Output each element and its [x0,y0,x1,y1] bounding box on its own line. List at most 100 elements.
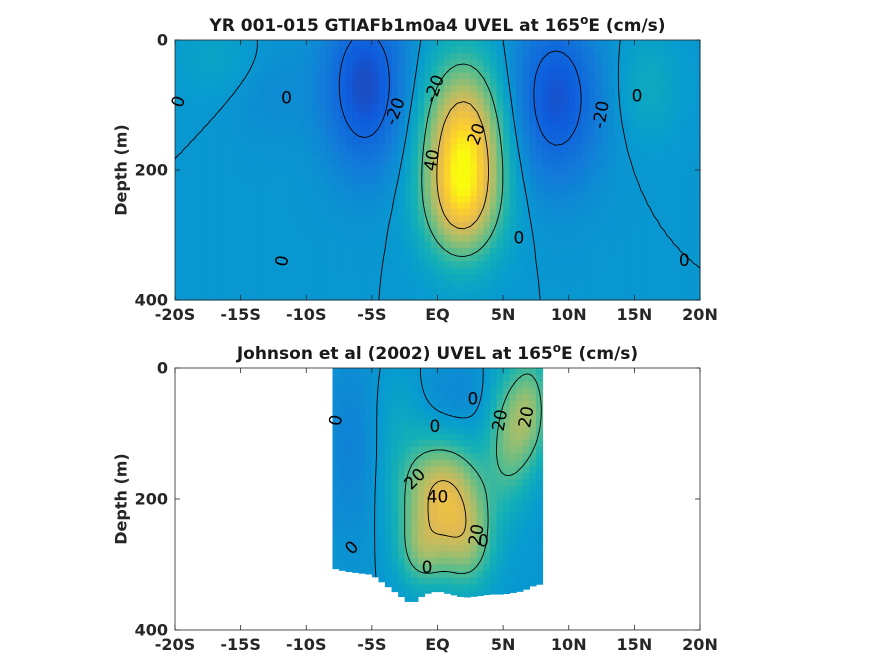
heatmap-cell [529,512,536,519]
heatmap-cell [516,512,523,519]
heatmap-cell [582,287,589,294]
heatmap-cell [273,177,280,184]
heatmap-cell [228,229,235,236]
heatmap-cell [228,294,235,301]
heatmap-cell [333,66,340,73]
heatmap-cell [175,53,182,60]
heatmap-cell [464,427,471,434]
heatmap-cell [556,86,563,93]
heatmap-cell [228,281,235,288]
heatmap-cell [444,170,451,177]
heatmap-cell [477,242,484,249]
heatmap-cell [562,294,569,301]
heatmap-cell [529,190,536,197]
heatmap-cell [569,248,576,255]
heatmap-cell [470,53,477,60]
heatmap-cell [661,112,668,119]
heatmap-cell [333,388,340,395]
heatmap-cell [470,40,477,47]
heatmap-cell [536,506,543,513]
heatmap-cell [228,86,235,93]
heatmap-cell [267,294,274,301]
heatmap-cell [661,255,668,262]
heatmap-cell [588,242,595,249]
heatmap-cell [182,216,189,223]
heatmap-cell [595,170,602,177]
heatmap-cell [641,294,648,301]
heatmap-cell [359,394,366,401]
heatmap-cell [175,255,182,262]
heatmap-cell [549,190,556,197]
heatmap-cell [483,261,490,268]
heatmap-cell [365,183,372,190]
heatmap-cell [497,60,504,67]
heatmap-cell [365,138,372,145]
heatmap-cell [280,125,287,132]
heatmap-cell [490,571,497,578]
heatmap-cell [470,584,477,591]
heatmap-cell [497,486,504,493]
heatmap-cell [424,545,431,552]
heatmap-cell [470,447,477,454]
heatmap-cell [680,170,687,177]
heatmap-cell [457,281,464,288]
heatmap-cell [628,177,635,184]
heatmap-cell [411,506,418,513]
heatmap-cell [418,545,425,552]
heatmap-cell [510,571,517,578]
heatmap-cell [339,506,346,513]
heatmap-cell [457,73,464,80]
heatmap-cell [352,294,359,301]
heatmap-cell [470,112,477,119]
heatmap-cell [582,112,589,119]
heatmap-cell [372,248,379,255]
heatmap-cell [333,138,340,145]
heatmap-cell [339,222,346,229]
heatmap-cell [654,183,661,190]
heatmap-cell [687,86,694,93]
heatmap-cell [575,216,582,223]
heatmap-cell [333,196,340,203]
heatmap-cell [280,248,287,255]
heatmap-cell [411,512,418,519]
heatmap-cell [385,525,392,532]
heatmap-cell [273,209,280,216]
heatmap-cell [188,177,195,184]
heatmap-cell [490,375,497,382]
heatmap-cell [372,125,379,132]
heatmap-cell [378,66,385,73]
heatmap-cell [602,170,609,177]
heatmap-cell [634,216,641,223]
heatmap-cell [621,248,628,255]
heatmap-cell [523,375,530,382]
heatmap-cell [405,420,412,427]
heatmap-cell [562,261,569,268]
heatmap-cell [497,506,504,513]
heatmap-cell [569,190,576,197]
heatmap-cell [405,440,412,447]
heatmap-cell [444,466,451,473]
heatmap-cell [451,177,458,184]
heatmap-cell [556,268,563,275]
heatmap-cell [326,248,333,255]
heatmap-cell [602,47,609,54]
heatmap-cell [221,164,228,171]
heatmap-cell [503,460,510,467]
heatmap-cell [569,209,576,216]
heatmap-cell [588,216,595,223]
heatmap-cell [306,105,313,112]
heatmap-cell [503,440,510,447]
heatmap-cell [378,545,385,552]
heatmap-cell [260,53,267,60]
heatmap-cell [182,229,189,236]
heatmap-cell [352,209,359,216]
heatmap-cell [483,248,490,255]
heatmap-cell [654,261,661,268]
heatmap-cell [444,558,451,565]
heatmap-cell [352,53,359,60]
heatmap-cell [280,235,287,242]
heatmap-cell [182,73,189,80]
heatmap-cell [418,287,425,294]
heatmap-cell [444,40,451,47]
heatmap-cell [503,242,510,249]
